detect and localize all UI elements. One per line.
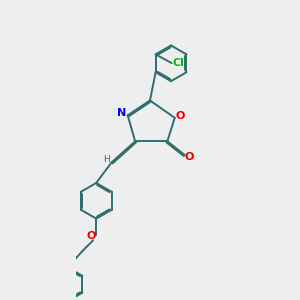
- Text: O: O: [184, 152, 194, 162]
- Text: Cl: Cl: [173, 58, 184, 68]
- Text: H: H: [103, 155, 110, 164]
- Text: N: N: [117, 108, 126, 118]
- Text: O: O: [176, 111, 185, 121]
- Text: O: O: [86, 231, 95, 241]
